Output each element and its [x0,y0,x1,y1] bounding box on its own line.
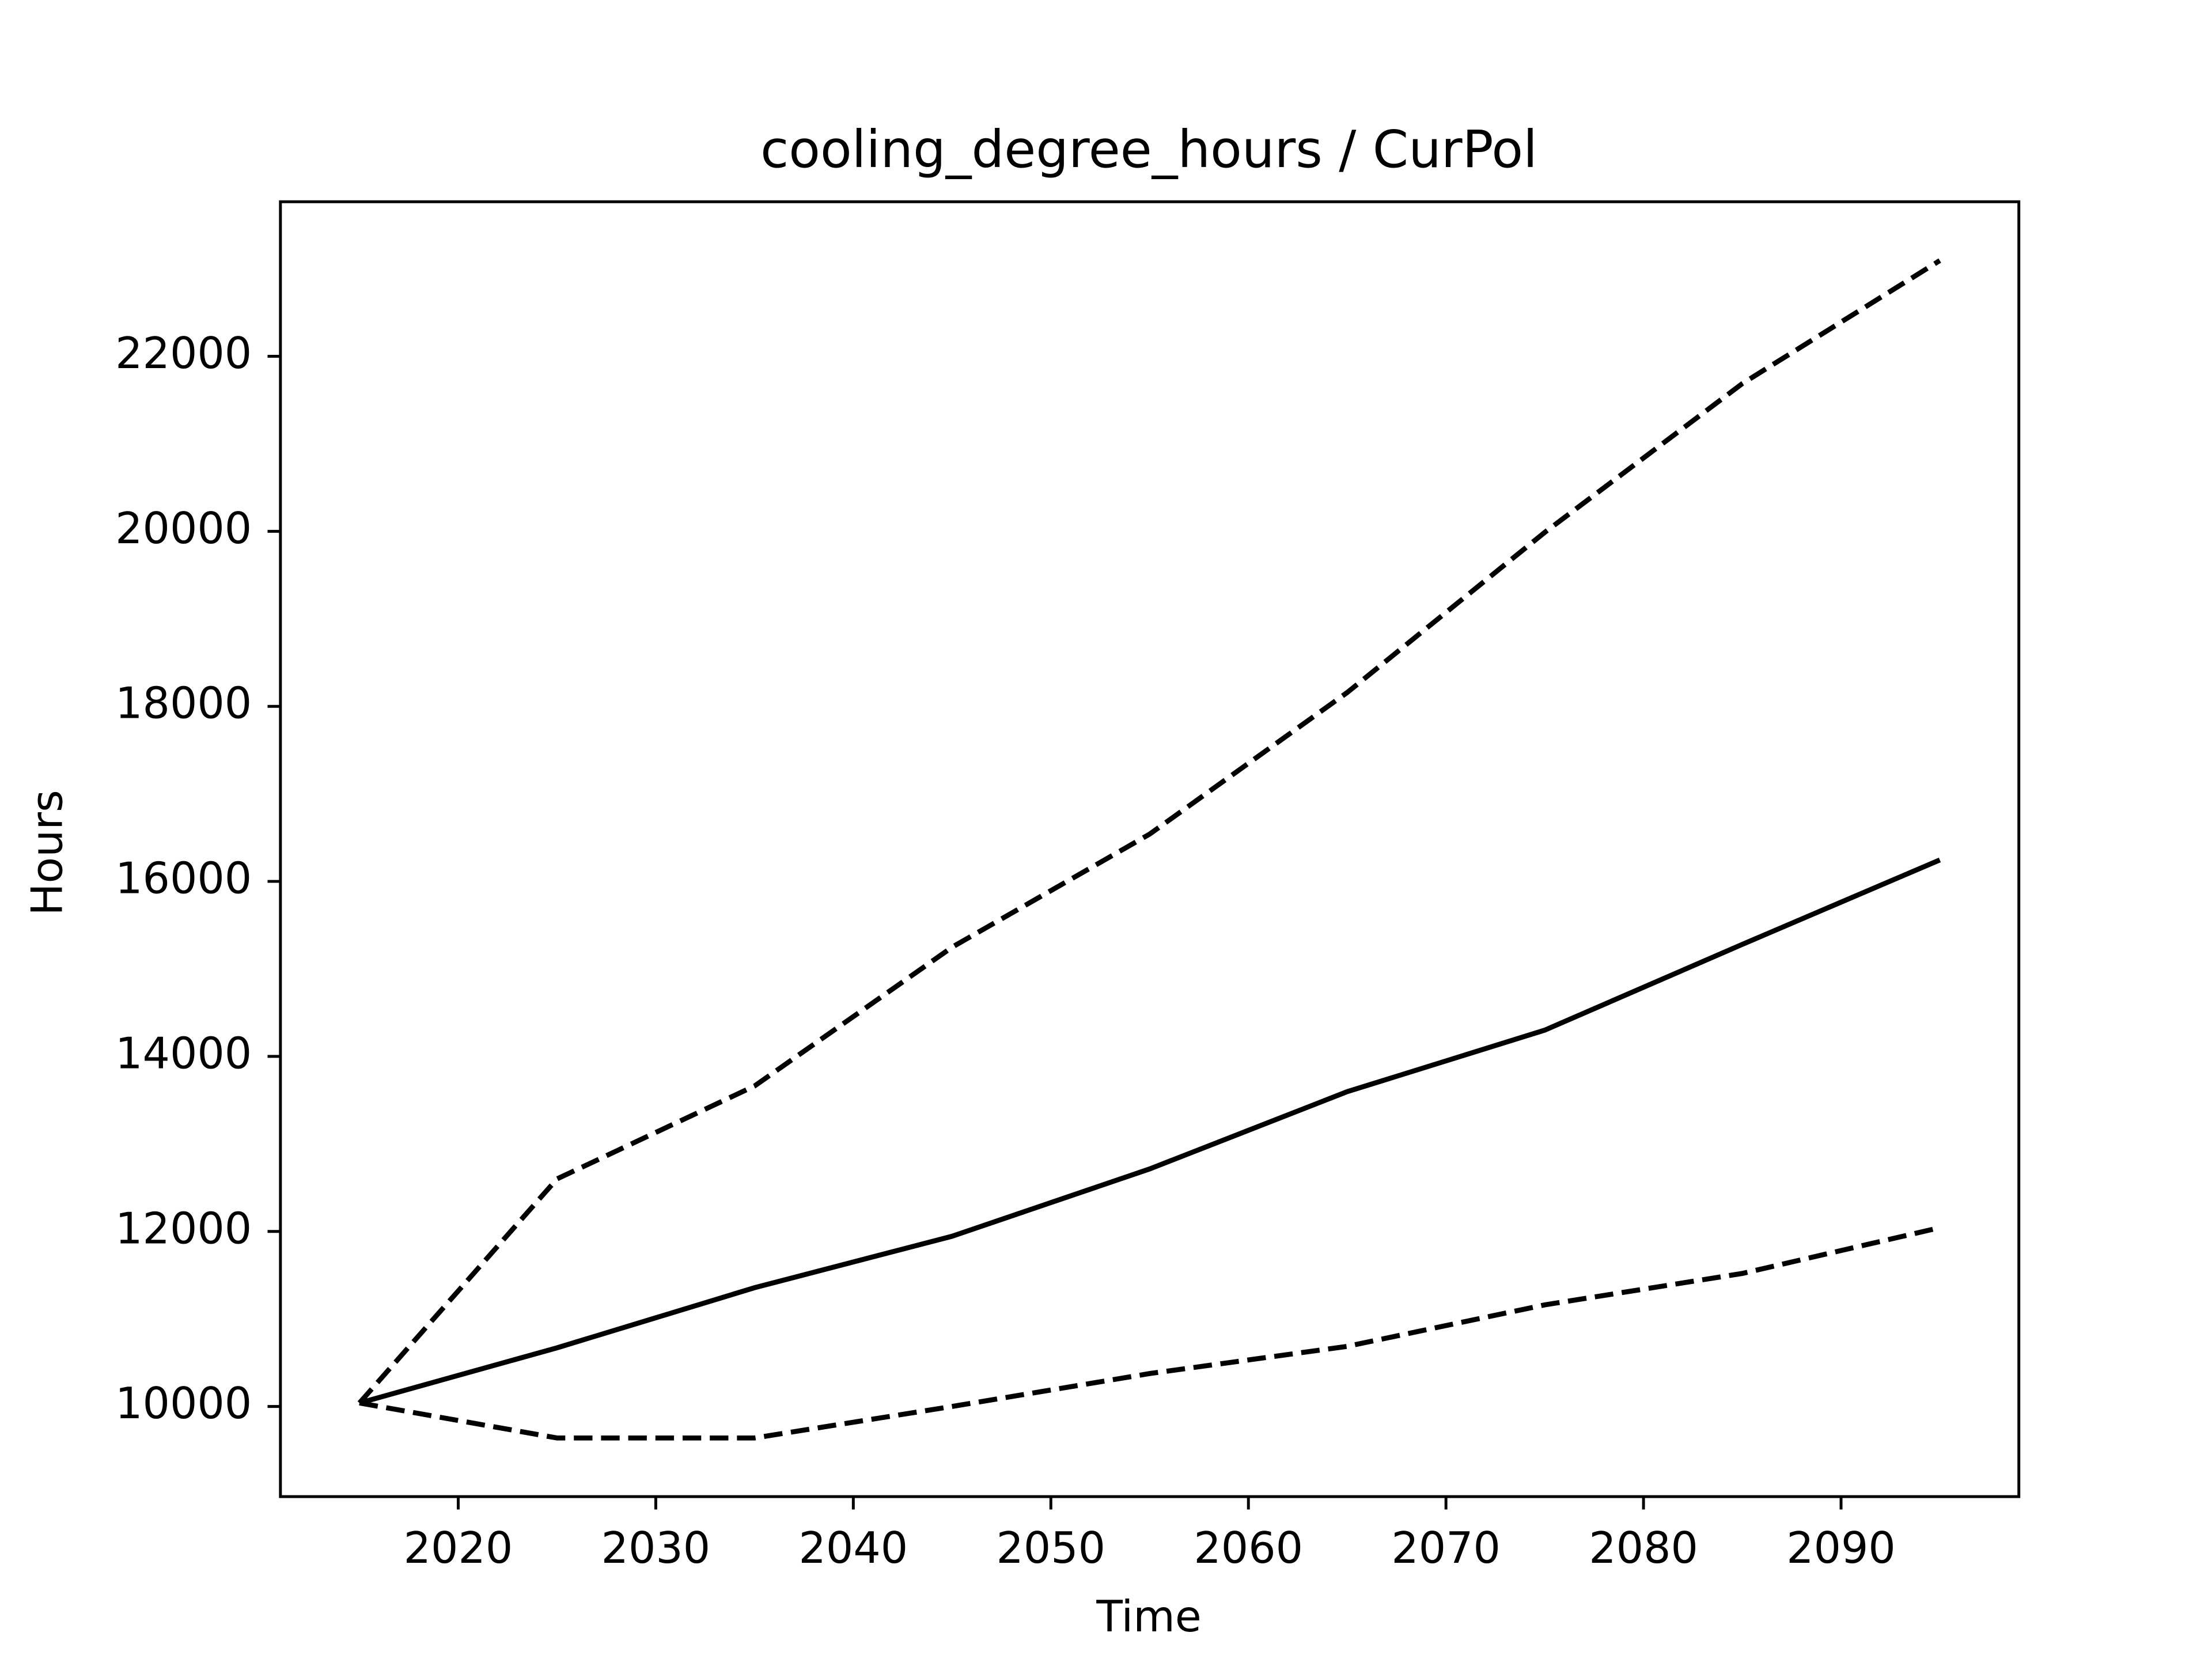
y-tick-label: 22000 [115,328,252,378]
y-tick-label: 16000 [115,854,252,904]
x-tick-label: 2050 [996,1523,1105,1573]
line-series [358,857,1941,1406]
y-tick-label: 14000 [115,1028,252,1078]
line-series [357,258,1941,1405]
y-tick-label: 12000 [115,1203,252,1253]
x-axis-label: Time [1096,1592,1201,1642]
y-tick-label: 18000 [115,679,252,729]
y-tick-label: 20000 [115,503,252,554]
x-tick-label: 2070 [1391,1523,1501,1573]
plot-frame [279,200,2021,1498]
x-tick-label: 2090 [1786,1523,1896,1573]
x-tick-label: 2060 [1194,1523,1303,1573]
x-tick-label: 2030 [601,1523,711,1573]
x-tick-label: 2040 [799,1523,908,1573]
y-axis-label: Hours [22,790,72,915]
chart-title: cooling_degree_hours / CurPol [760,120,1537,180]
x-tick-label: 2020 [404,1523,513,1573]
line-series [359,1225,1941,1441]
y-tick-label: 10000 [115,1378,252,1429]
x-tick-label: 2080 [1589,1523,1698,1573]
